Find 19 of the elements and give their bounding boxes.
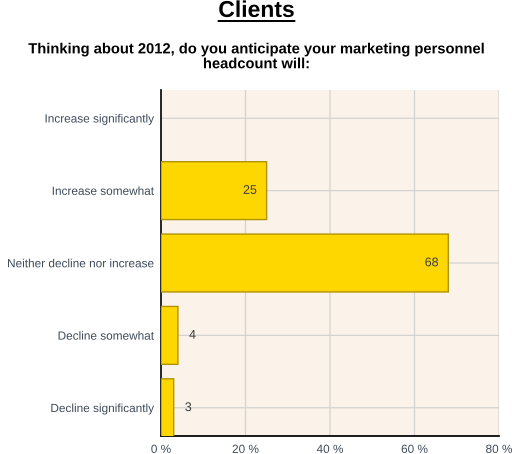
x-tick-label: 80 %	[486, 444, 512, 454]
x-tick-label: 60 %	[402, 444, 428, 454]
data-label: 4	[189, 330, 196, 339]
bar	[161, 233, 449, 293]
bar	[161, 160, 268, 220]
data-label: 25	[244, 185, 256, 194]
y-tick-label: Neither decline nor increase	[8, 258, 154, 268]
data-label: 3	[185, 402, 192, 412]
y-tick-label: Decline somewhat	[58, 331, 154, 340]
x-tick-label: 0 %	[151, 444, 171, 454]
x-tick-label: 20 %	[232, 444, 259, 454]
y-tick-label: Increase significantly	[46, 114, 154, 125]
y-tick-label: Decline significantly	[51, 403, 154, 414]
data-label: 68	[425, 258, 438, 266]
chart-title: Clients	[219, 0, 294, 18]
bar	[161, 306, 179, 366]
y-tick-label: Increase somewhat	[52, 186, 154, 196]
x-tick-label: 40 %	[316, 444, 344, 454]
chart-subtitle: Thinking about 2012, do you anticipate your marketing personnel headcount will:	[28, 42, 484, 68]
